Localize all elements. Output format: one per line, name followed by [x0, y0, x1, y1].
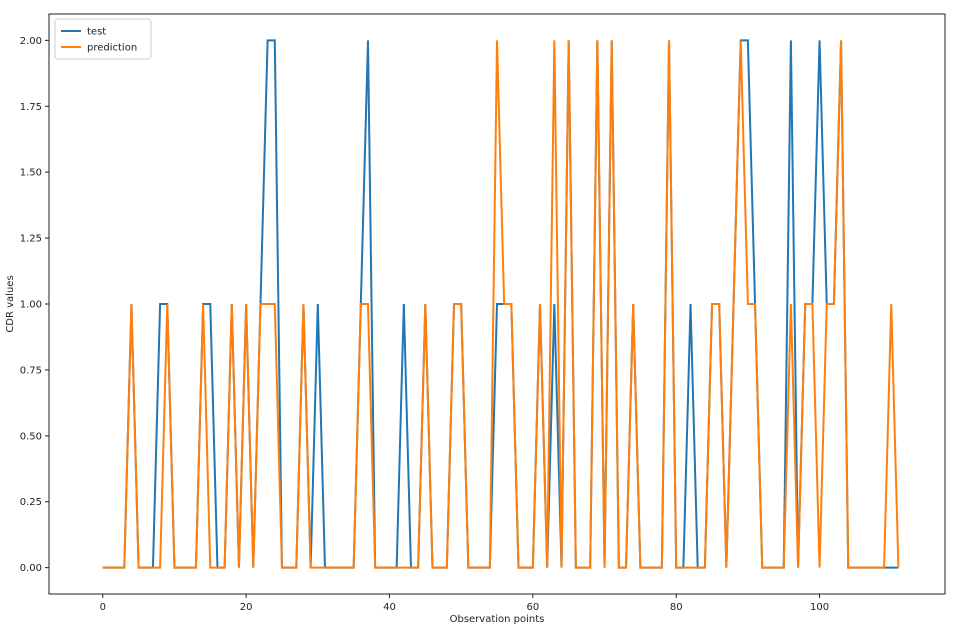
x-axis-title: Observation points [450, 614, 545, 625]
y-tick-label: 0.75 [20, 365, 42, 376]
legend-label-prediction: prediction [87, 43, 137, 54]
x-tick-label: 0 [100, 602, 106, 613]
y-tick-label: 0.25 [20, 497, 42, 508]
y-axis-title: CDR values [5, 275, 16, 332]
x-tick-label: 100 [810, 602, 829, 613]
x-tick-label: 20 [240, 602, 253, 613]
series-line-prediction [102, 40, 900, 569]
y-tick-label: 2.00 [20, 36, 42, 47]
x-tick-label: 40 [383, 602, 396, 613]
y-tick-label: 1.00 [20, 300, 42, 311]
y-tick-label: 1.50 [20, 168, 42, 179]
y-tick-label: 0.00 [20, 563, 42, 574]
y-tick-label: 0.50 [20, 431, 42, 442]
legend-box [54, 18, 152, 60]
x-tick-label: 80 [670, 602, 683, 613]
x-tick-label: 60 [526, 602, 539, 613]
series-line-test [102, 39, 899, 569]
y-tick-label: 1.25 [20, 234, 42, 245]
legend: test prediction [54, 18, 152, 60]
series-layer [102, 39, 900, 569]
y-axis: 0.00 0.25 0.50 0.75 1.00 1.25 1.50 1.75 2.00 [20, 36, 49, 574]
x-axis: 0 20 40 60 80 100 [100, 594, 829, 613]
y-tick-label: 1.75 [20, 102, 42, 113]
legend-label-test: test [87, 27, 106, 38]
